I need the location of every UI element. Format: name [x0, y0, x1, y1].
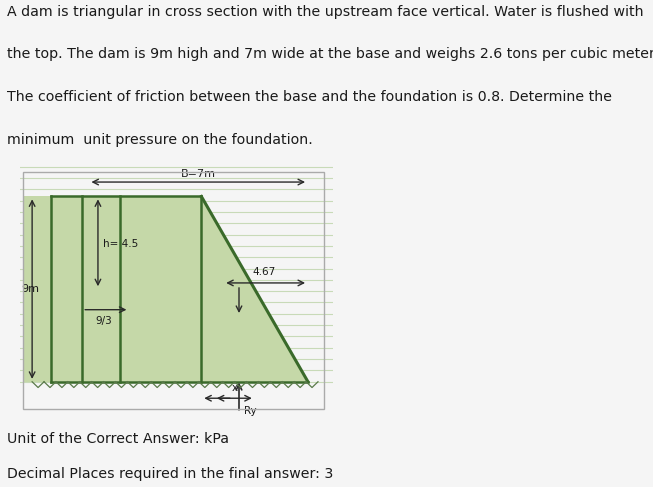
Text: Ry: Ry — [244, 406, 257, 415]
Text: h= 4.5: h= 4.5 — [103, 239, 138, 249]
Text: B=7m: B=7m — [181, 169, 215, 179]
Text: x: x — [231, 383, 237, 393]
Polygon shape — [23, 196, 51, 382]
Text: the top. The dam is 9m high and 7m wide at the base and weighs 2.6 tons per cubi: the top. The dam is 9m high and 7m wide … — [7, 48, 653, 61]
Text: 4.67: 4.67 — [253, 267, 276, 277]
Text: The coefficient of friction between the base and the foundation is 0.8. Determin: The coefficient of friction between the … — [7, 90, 611, 104]
Text: Unit of the Correct Answer: kPa: Unit of the Correct Answer: kPa — [7, 432, 229, 447]
Text: minimum  unit pressure on the foundation.: minimum unit pressure on the foundation. — [7, 132, 312, 147]
Text: Decimal Places required in the final answer: 3: Decimal Places required in the final ans… — [7, 467, 333, 481]
Text: A dam is triangular in cross section with the upstream face vertical. Water is f: A dam is triangular in cross section wit… — [7, 5, 643, 19]
Text: 9/3: 9/3 — [96, 316, 112, 326]
Polygon shape — [51, 196, 308, 382]
Text: 9m: 9m — [21, 284, 39, 294]
